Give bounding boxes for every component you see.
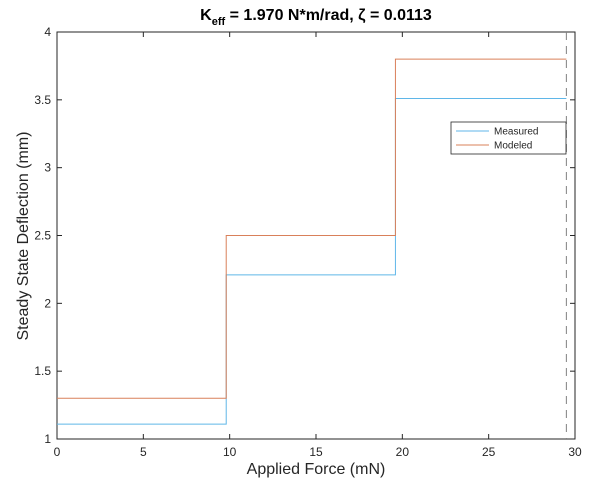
- x-tick-label: 25: [482, 445, 496, 459]
- series-line-modeled: [57, 58, 567, 399]
- legend-entry-measured: Measured: [494, 127, 538, 138]
- y-tick-label: 1.5: [34, 364, 51, 378]
- chart-title-suffix: = 1.970 N*m/rad, ζ = 0.0113: [225, 7, 432, 24]
- legend-box: [450, 121, 567, 155]
- y-tick-label: 2.5: [34, 229, 51, 243]
- chart-title: Keff = 1.970 N*m/rad, ζ = 0.0113: [200, 7, 432, 28]
- legend-entry-modeled: Modeled: [494, 141, 532, 152]
- x-tick-label: 5: [140, 445, 147, 459]
- x-tick-label: 30: [568, 445, 582, 459]
- x-tick-label: 20: [396, 445, 410, 459]
- series-line-measured: [57, 97, 567, 425]
- y-axis-label: Steady State Deflection (mm): [15, 132, 32, 341]
- plot-area: 0 5 10 15 20 25 30 1 1.5 2 2.5 3 3.5 4: [34, 25, 582, 459]
- y-tick-label: 1: [44, 432, 51, 446]
- y-tick-label: 2: [44, 296, 51, 310]
- chart-title-subscript: eff: [212, 16, 226, 28]
- x-tick-label: 15: [309, 445, 323, 459]
- chart-title-prefix: K: [200, 7, 212, 24]
- x-tick-label: 0: [54, 445, 61, 459]
- y-tick-label: 3.5: [34, 93, 51, 107]
- y-tick-label: 4: [44, 25, 51, 39]
- x-axis-label: Applied Force (mN): [247, 461, 386, 478]
- legend: Measured Modeled: [450, 121, 567, 155]
- y-tick-label: 3: [44, 161, 51, 175]
- x-tick-label: 10: [223, 445, 237, 459]
